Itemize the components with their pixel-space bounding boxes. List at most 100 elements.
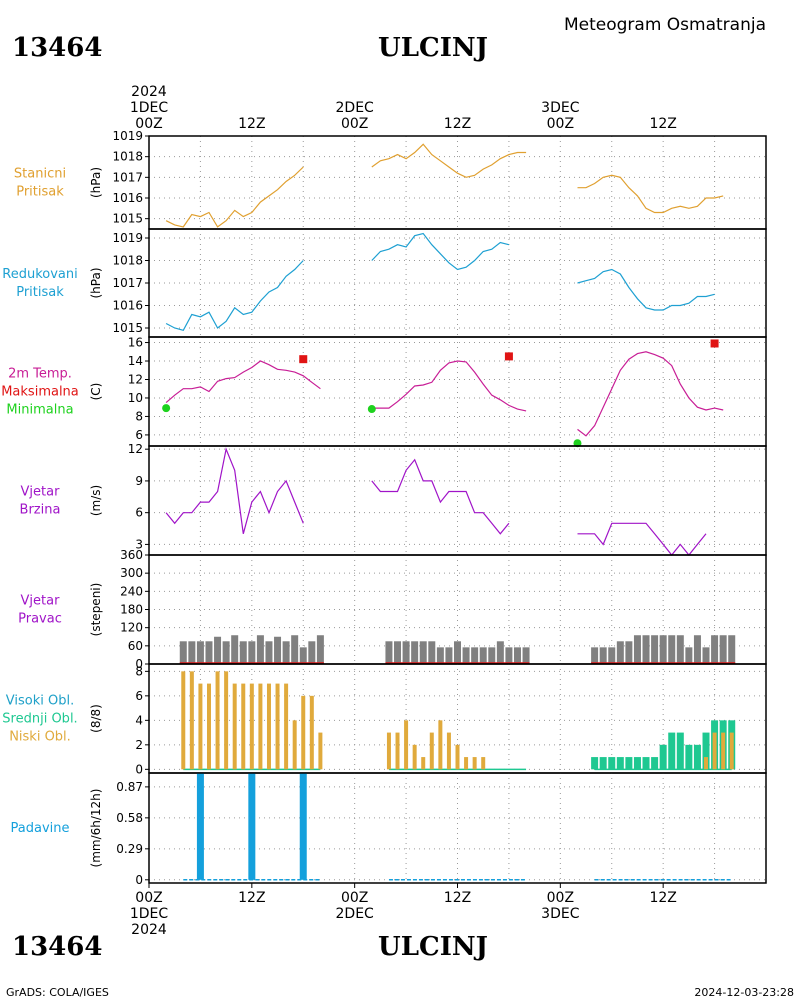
y-tick-label: 120 <box>120 621 143 635</box>
wind-dir-bar <box>513 647 521 664</box>
time-label-top: 00Z <box>135 116 162 132</box>
wind-dir-bar <box>308 641 316 664</box>
wind-dir-bar <box>316 635 324 664</box>
footer-credit: GrADS: COLA/IGES <box>6 986 109 999</box>
precip-bar <box>299 773 307 880</box>
series-line <box>577 351 724 437</box>
station-name-top: ULCINJ <box>378 33 488 63</box>
low-cloud-bar <box>729 732 734 770</box>
y-tick-label: 1017 <box>112 170 143 184</box>
wind-dir-bar <box>702 647 710 664</box>
panel-label: Pritisak <box>16 285 64 300</box>
wind-dir-bar <box>462 647 470 664</box>
y-tick-label: 180 <box>120 603 143 617</box>
mid-cloud-bar <box>591 757 599 770</box>
wind-dir-bar <box>291 635 299 664</box>
wind-dir-bar <box>719 635 727 664</box>
precip-bar <box>248 773 256 880</box>
series-line <box>371 458 510 535</box>
panel-label: Padavine <box>11 821 70 836</box>
y-tick-label: 0 <box>135 762 143 776</box>
y-tick-label: 1017 <box>112 276 143 290</box>
panel-label: Niski Obl. <box>9 730 71 745</box>
y-tick-label: 10 <box>128 391 143 405</box>
wind-dir-bar <box>711 635 719 664</box>
footer-timestamp: 2024-12-03-23:28 <box>694 986 794 999</box>
y-tick-label: 12 <box>128 372 143 386</box>
low-cloud-bar <box>241 683 246 770</box>
time-label-top: 00Z <box>547 116 574 132</box>
low-cloud-bar <box>266 683 271 770</box>
panel-frame <box>148 228 767 338</box>
y-tick-label: 14 <box>128 354 143 368</box>
series-line <box>165 166 304 228</box>
low-cloud-bar <box>721 732 726 770</box>
wind-dir-bar <box>642 635 650 664</box>
y-tick-label: 2 <box>135 738 143 752</box>
mid-cloud-bar <box>659 744 667 770</box>
low-cloud-bar <box>472 757 477 770</box>
panel-station_pressure: 1015 1016 1017 1018 1019 (hPa) Stanicni Pritisa… <box>14 129 767 230</box>
time-label-bottom: 00Z <box>341 890 368 906</box>
low-cloud-bar <box>284 683 289 770</box>
time-label-bottom: 12Z <box>238 890 265 906</box>
wind-dir-bar <box>728 635 736 664</box>
wind-dir-bar <box>188 641 196 664</box>
y-axis-title: (hPa) <box>89 167 103 198</box>
y-tick-label: 300 <box>120 566 143 580</box>
series-line <box>165 447 304 534</box>
wind-dir-bar <box>282 641 290 664</box>
panel-clouds: 0 2 4 6 8 (8/8) Visoki Obl. Srednji Obl. Niski O… <box>2 663 767 776</box>
y-tick-label: 8 <box>135 409 143 423</box>
series-line <box>577 268 715 311</box>
wind-dir-bar <box>274 636 282 664</box>
wind-dir-bar <box>616 641 624 664</box>
wind-dir-bar <box>651 635 659 664</box>
panel-label: Minimalna <box>6 403 73 418</box>
panel-label: Brzina <box>20 503 61 518</box>
min-temp-marker <box>573 439 582 448</box>
wind-dir-bar <box>179 641 187 664</box>
panel-wind_speed: 3 6 9 12 (m/s) Vjetar Brzina <box>20 442 767 556</box>
time-label-bottom: 1DEC <box>130 906 169 922</box>
y-tick-label: 1018 <box>112 254 143 268</box>
wind-dir-bar <box>411 641 419 664</box>
low-cloud-bar <box>386 732 391 770</box>
y-tick-label: 9 <box>135 474 143 488</box>
y-axis-title: (8/8) <box>89 704 103 733</box>
mid-cloud-bar <box>633 757 641 770</box>
min-temp-marker <box>162 404 171 413</box>
wind-dir-bar <box>488 647 496 664</box>
series-line <box>577 174 724 214</box>
panel-label: Vjetar <box>21 594 61 609</box>
low-cloud-bar <box>224 671 229 770</box>
wind-dir-bar <box>479 647 487 664</box>
low-cloud-bar <box>421 757 426 770</box>
wind-dir-bar <box>496 641 504 664</box>
mid-cloud-bar <box>702 732 710 770</box>
low-cloud-bar <box>275 683 280 770</box>
y-tick-label: 16 <box>128 336 143 350</box>
y-tick-label: 1015 <box>112 212 143 226</box>
wind-dir-bar <box>419 641 427 664</box>
low-cloud-bar <box>464 757 469 770</box>
wind-dir-bar <box>196 641 204 664</box>
wind-dir-bar <box>454 641 461 664</box>
station-name-bottom: ULCINJ <box>378 932 488 962</box>
wind-dir-bar <box>222 641 230 664</box>
mid-cloud-bar <box>651 757 659 770</box>
panel-label: Redukovani <box>2 267 77 282</box>
wind-dir-bar <box>385 641 393 664</box>
series-line <box>577 522 707 556</box>
y-tick-label: 4 <box>135 713 143 727</box>
wind-dir-bar <box>239 641 247 664</box>
max-temp-marker <box>299 355 308 364</box>
low-cloud-bar <box>292 720 297 770</box>
y-tick-label: 3 <box>135 537 143 551</box>
time-label-top: 12Z <box>238 116 265 132</box>
wind-dir-bar <box>402 641 410 664</box>
y-tick-label: 6 <box>135 506 143 520</box>
low-cloud-bar <box>481 757 486 770</box>
low-cloud-bar <box>206 683 211 770</box>
